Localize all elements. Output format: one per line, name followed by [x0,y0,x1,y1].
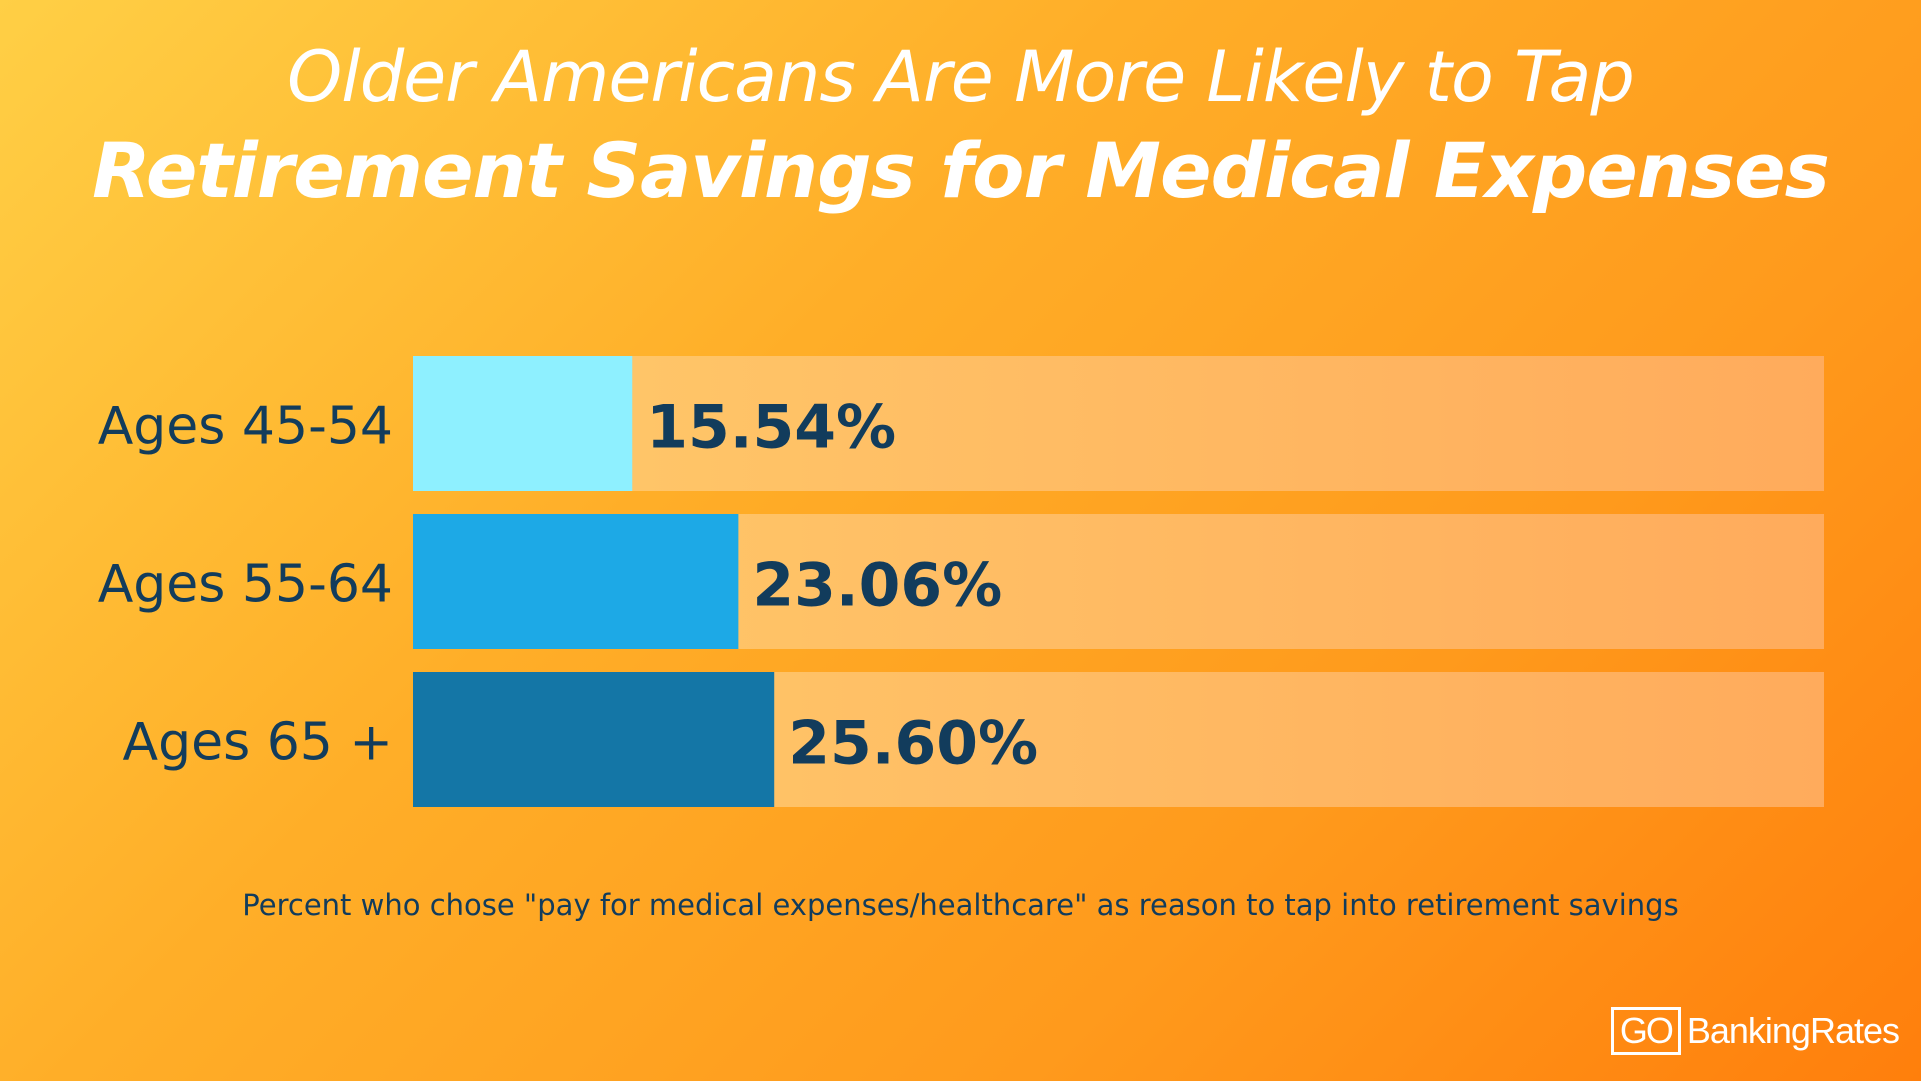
logo-bankingrates: BankingRates [1686,1010,1900,1051]
category-label: Ages 55-64 [98,555,393,615]
value-label: 15.54% [646,393,896,463]
chart-title-line-1: Older Americans Are More Likely to Tap [287,36,1635,118]
bar [413,356,633,491]
bar-track [413,356,1824,491]
bar [413,672,775,807]
chart-caption: Percent who chose "pay for medical expen… [242,888,1679,922]
category-label: Ages 65 + [123,713,393,773]
category-label: Ages 45-54 [98,397,393,457]
logo-go: GO [1610,1007,1681,1055]
chart-title-line-2: Retirement Savings for Medical Expenses [92,126,1830,215]
gobankingrates-logo: GO BankingRates [1610,1007,1900,1055]
value-label: 23.06% [752,551,1002,621]
value-label: 25.60% [788,709,1038,779]
bar [413,514,739,649]
